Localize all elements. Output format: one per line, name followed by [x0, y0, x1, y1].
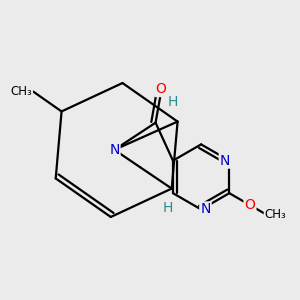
Text: N: N: [109, 143, 120, 157]
Text: N: N: [200, 202, 211, 216]
Text: H: H: [168, 95, 178, 109]
Text: H: H: [162, 201, 172, 215]
Text: N: N: [220, 154, 230, 168]
Text: O: O: [244, 198, 255, 212]
Text: O: O: [156, 82, 167, 96]
Text: CH₃: CH₃: [265, 208, 286, 221]
Text: CH₃: CH₃: [10, 85, 32, 98]
